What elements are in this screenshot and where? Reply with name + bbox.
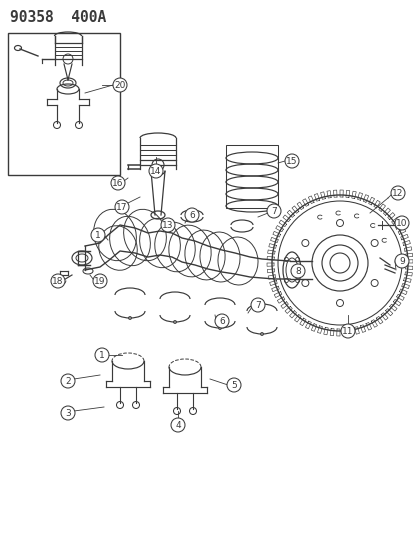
Circle shape bbox=[93, 274, 107, 288]
Circle shape bbox=[113, 78, 127, 92]
Circle shape bbox=[51, 274, 65, 288]
Text: 6: 6 bbox=[189, 211, 195, 220]
Circle shape bbox=[161, 218, 175, 232]
Text: 6: 6 bbox=[218, 317, 224, 326]
Circle shape bbox=[226, 378, 240, 392]
Text: 7: 7 bbox=[271, 206, 276, 215]
Text: 4: 4 bbox=[175, 421, 180, 430]
Circle shape bbox=[115, 200, 129, 214]
Circle shape bbox=[250, 298, 264, 312]
Text: 9: 9 bbox=[398, 256, 404, 265]
Text: 17: 17 bbox=[116, 203, 128, 212]
Circle shape bbox=[95, 348, 109, 362]
Circle shape bbox=[111, 176, 125, 190]
Text: 10: 10 bbox=[395, 219, 407, 228]
Text: 15: 15 bbox=[285, 157, 297, 166]
Text: 5: 5 bbox=[230, 381, 236, 390]
Circle shape bbox=[394, 254, 408, 268]
Bar bbox=[225, 145, 277, 208]
Text: 18: 18 bbox=[52, 277, 64, 286]
Circle shape bbox=[394, 216, 408, 230]
Circle shape bbox=[214, 314, 228, 328]
Circle shape bbox=[171, 418, 185, 432]
Text: 13: 13 bbox=[162, 221, 173, 230]
Text: 7: 7 bbox=[254, 301, 260, 310]
Circle shape bbox=[185, 208, 199, 222]
Text: 1: 1 bbox=[95, 230, 101, 239]
Circle shape bbox=[290, 264, 304, 278]
Circle shape bbox=[61, 406, 75, 420]
Circle shape bbox=[284, 154, 298, 168]
Text: 12: 12 bbox=[392, 189, 403, 198]
Text: 3: 3 bbox=[65, 408, 71, 417]
Bar bbox=[8, 33, 120, 175]
Text: 8: 8 bbox=[294, 266, 300, 276]
Circle shape bbox=[149, 164, 163, 178]
Circle shape bbox=[340, 324, 354, 338]
Circle shape bbox=[390, 186, 404, 200]
Circle shape bbox=[61, 374, 75, 388]
Text: 2: 2 bbox=[65, 376, 71, 385]
Circle shape bbox=[91, 228, 105, 242]
Text: 90358  400A: 90358 400A bbox=[10, 10, 106, 25]
Text: 16: 16 bbox=[112, 179, 123, 188]
Text: 20: 20 bbox=[114, 80, 126, 90]
Circle shape bbox=[266, 204, 280, 218]
Text: 1: 1 bbox=[99, 351, 104, 359]
Text: 11: 11 bbox=[342, 327, 353, 335]
Text: 14: 14 bbox=[150, 166, 161, 175]
Text: 19: 19 bbox=[94, 277, 105, 286]
